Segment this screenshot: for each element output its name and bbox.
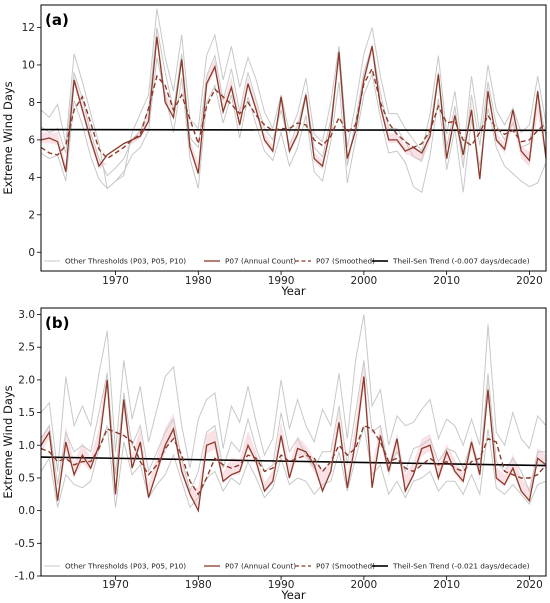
- other-threshold-line-lower: [41, 425, 546, 509]
- y-tick-label: 8: [28, 97, 35, 109]
- other-threshold-line-mid: [41, 360, 546, 493]
- x-axis-title: Year: [280, 284, 306, 298]
- plot-area: [41, 314, 546, 513]
- legend-label: P07 (Annual Count): [225, 257, 296, 266]
- plot-frame: [40, 307, 547, 577]
- panel-label: (a): [45, 11, 69, 29]
- p07-annual-line: [41, 376, 546, 513]
- y-tick-label: 0.0: [18, 505, 35, 517]
- y-tick-label: -0.5: [15, 538, 36, 550]
- legend-label: P07 (Annual Count): [225, 562, 296, 571]
- x-tick-label: 2000: [351, 579, 378, 591]
- other-threshold-line-mid: [41, 27, 546, 177]
- y-tick-label: 1.5: [18, 407, 35, 419]
- y-tick-label: 6: [28, 134, 35, 146]
- y-tick-label: 2.0: [18, 374, 35, 386]
- y-tick-label: 3.0: [18, 309, 35, 321]
- x-tick-label: 1990: [268, 275, 295, 287]
- y-tick-label: -1.0: [15, 571, 36, 583]
- x-axis-title: Year: [280, 588, 306, 602]
- x-tick-label: 1980: [185, 579, 212, 591]
- legend-label: Other Thresholds (P03, P05, P10): [65, 562, 186, 571]
- x-tick-label: 2010: [433, 579, 460, 591]
- p07-annual-line: [41, 36, 546, 180]
- y-tick-label: 1.0: [18, 440, 35, 452]
- y-tick-label: 0: [28, 247, 35, 259]
- x-tick-label: 1970: [102, 579, 129, 591]
- plot-frame: [40, 4, 547, 272]
- legend: Other Thresholds (P03, P05, P10) P07 (Ann…: [44, 562, 530, 571]
- y-tick-label: 4: [28, 172, 35, 184]
- x-tick-label: 2000: [351, 275, 378, 287]
- x-tick-label: 2020: [516, 275, 543, 287]
- x-tick-label: 1990: [268, 579, 295, 591]
- other-threshold-line-upper: [41, 8, 546, 190]
- x-tick-label: 1980: [185, 275, 212, 287]
- theil-sen-trend-line: [41, 128, 546, 132]
- panel-label: (b): [45, 314, 69, 332]
- legend-label: Other Thresholds (P03, P05, P10): [65, 257, 186, 266]
- y-tick-label: 12: [22, 22, 35, 34]
- y-axis-title: Extreme Wind Days: [1, 81, 15, 194]
- p07-smoothed-line: [41, 66, 546, 160]
- chart-panel-b: -1.0 -0.5 0.0 0.5 1.0 1.5 2.0 2.5 3.0 1970 1980 199…: [1, 307, 547, 602]
- legend-label: P07 (Smoothed): [316, 562, 375, 571]
- other-threshold-line-upper: [41, 314, 546, 472]
- legend-label: Theil-Sen Trend (-0.007 days/decade): [392, 257, 530, 266]
- plot-area: [41, 8, 546, 194]
- other-threshold-line-lower: [41, 57, 546, 194]
- y-tick-label: 2: [28, 209, 35, 221]
- legend-label: Theil-Sen Trend (-0.021 days/decade): [392, 562, 530, 571]
- y-tick-label: 0.5: [18, 472, 35, 484]
- legend-label: P07 (Smoothed): [316, 257, 375, 266]
- chart-panel-a: 0 2 4 6 8 10 12 1970 1980 1990 2000 2010 2020 Year Ext…: [1, 4, 547, 298]
- y-tick-label: 2.5: [18, 342, 35, 354]
- p07-smoothed-line: [41, 424, 546, 496]
- legend: Other Thresholds (P03, P05, P10) P07 (Ann…: [44, 257, 530, 266]
- x-tick-label: 2020: [516, 579, 543, 591]
- y-tick-label: 10: [22, 59, 35, 71]
- x-tick-label: 2010: [433, 275, 460, 287]
- x-tick-label: 1970: [102, 275, 129, 287]
- y-axis-title: Extreme Wind Days: [1, 385, 15, 498]
